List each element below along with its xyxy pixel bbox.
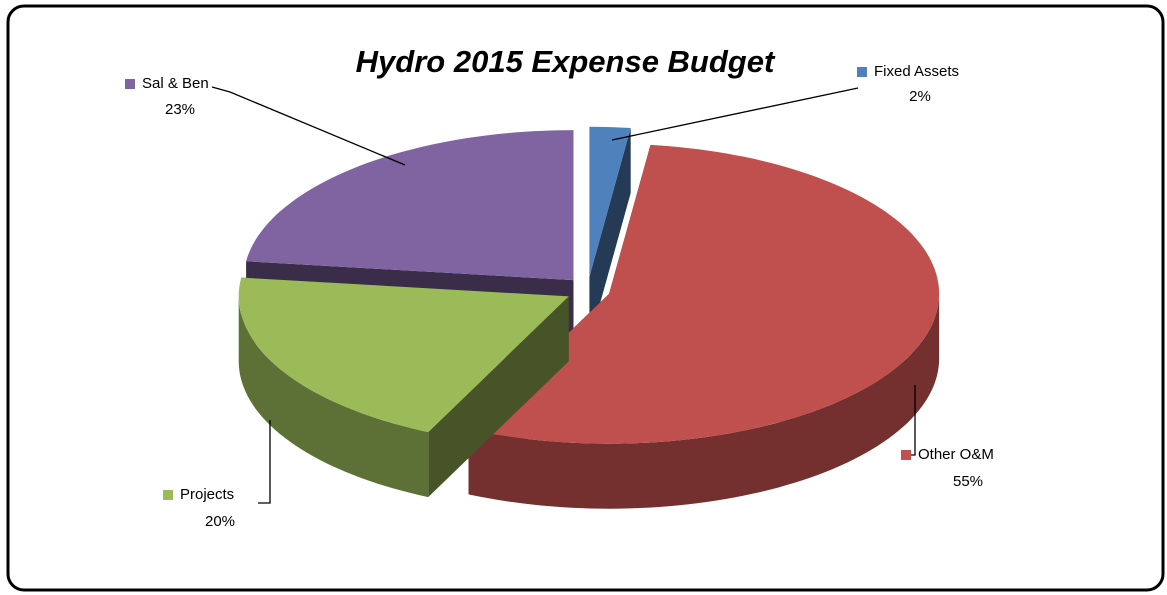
leader-line (211, 86, 406, 166)
slice-top (238, 277, 569, 433)
data-label-name: Sal & Ben (142, 75, 209, 92)
data-label-value: 23% (165, 101, 195, 118)
pie-slice (589, 126, 631, 342)
leader-line (258, 420, 271, 504)
data-label-value: 20% (205, 513, 235, 530)
slice-wall (468, 293, 940, 509)
leader-line (611, 87, 859, 141)
legend-swatch (125, 79, 135, 89)
data-label-name: Fixed Assets (874, 63, 959, 80)
data-label-name: Other O&M (918, 446, 994, 463)
data-label-name: Projects (180, 486, 234, 503)
slice-wall (238, 296, 429, 498)
chart-title: Hydro 2015 Expense Budget (356, 44, 776, 79)
pie-slice (468, 144, 940, 509)
pie-slice (238, 277, 569, 498)
data-label-value: 55% (953, 473, 983, 490)
slice-top (468, 144, 940, 444)
slice-top (589, 126, 631, 277)
slice-top (246, 130, 574, 281)
legend-swatch (901, 450, 911, 460)
legend-swatch (163, 490, 173, 500)
data-label-value: 2% (909, 88, 931, 105)
legend-swatch (857, 67, 867, 77)
slice-side (589, 128, 631, 342)
